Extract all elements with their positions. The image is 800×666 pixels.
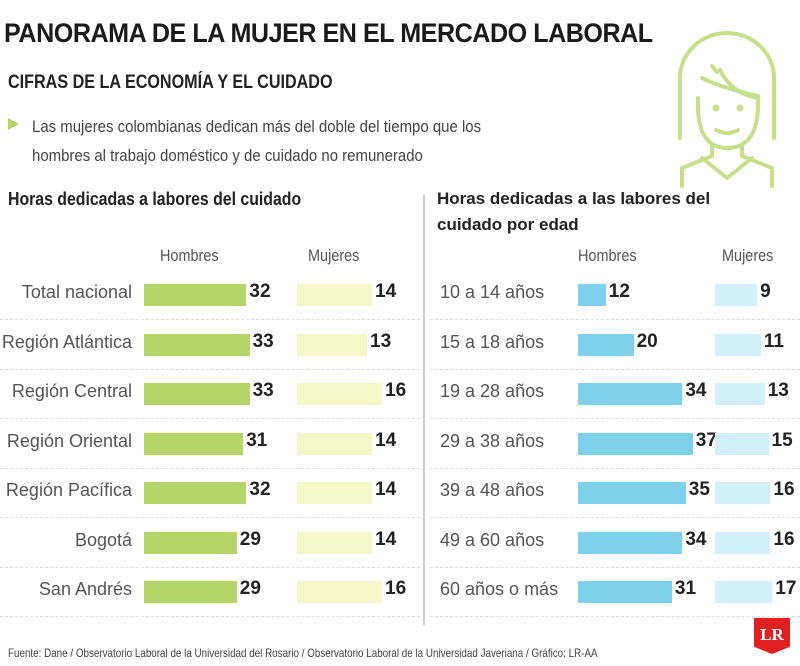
bar-hombres (144, 383, 250, 405)
category-label: 10 a 14 años (440, 282, 545, 302)
chart-row: 39 a 48 años 35 16 (430, 468, 800, 518)
category-label: 60 años o más (440, 579, 559, 599)
value-label: 34 (685, 528, 707, 550)
bar-mujeres (297, 333, 367, 356)
category-label: 19 a 28 años (440, 381, 545, 401)
right-legend-hombres: Hombres (578, 246, 637, 265)
category-label: 15 a 18 años (440, 331, 545, 352)
chart-row: 15 a 18 años 20 11 (430, 320, 800, 370)
right-chart-title: Horas dedicadas a las labores del cuidad… (437, 189, 711, 234)
left-legend-hombres: Hombres (160, 246, 219, 265)
value-label: 11 (763, 330, 784, 352)
value-label: 29 (239, 578, 261, 599)
category-label: Región Pacífica (5, 480, 132, 500)
bar-mujeres (297, 482, 372, 504)
category-label: Bogotá (74, 529, 132, 550)
chart-row: Región Central 33 16 (0, 369, 420, 419)
bar-hombres (144, 284, 247, 306)
bar-hombres (578, 482, 686, 504)
subtitle: CIFRAS DE LA ECONOMÍA Y EL CUIDADO (8, 72, 333, 93)
bar-mujeres (715, 432, 769, 455)
value-label: 34 (685, 380, 707, 401)
value-label: 37 (695, 429, 717, 451)
value-label: 20 (636, 330, 658, 352)
chart-row: San Andrés 29 16 (0, 567, 420, 617)
value-label: 33 (252, 380, 274, 401)
chart-row: Total nacional 32 14 (0, 270, 420, 320)
value-label: 14 (375, 528, 397, 550)
bar-hombres (144, 432, 244, 455)
value-label: 32 (249, 281, 271, 302)
divider (423, 195, 425, 625)
value-label: 35 (688, 479, 710, 500)
value-label: 9 (760, 281, 771, 302)
value-label: 14 (375, 479, 397, 500)
bar-hombres (578, 284, 606, 306)
bar-hombres (144, 581, 237, 603)
chart-row: 10 a 14 años 12 9 (430, 270, 800, 320)
category-label: 49 a 60 años (440, 529, 545, 550)
bar-mujeres (715, 383, 765, 405)
lr-logo: LR (754, 618, 790, 654)
chart-row: Región Atlántica 33 13 (0, 320, 420, 370)
chart-row: 29 a 38 años 37 15 (430, 419, 800, 469)
bar-mujeres (297, 581, 382, 603)
left-chart-title: Horas dedicadas a labores del cuidado (8, 189, 302, 209)
category-label: Región Oriental (6, 430, 132, 451)
category-label: Total nacional (21, 282, 132, 302)
bar-mujeres (715, 333, 761, 356)
value-label: 15 (771, 429, 793, 451)
value-label: 29 (239, 528, 261, 550)
description: Las mujeres colombianas dedican más del … (32, 117, 482, 165)
woman-icon (678, 31, 776, 188)
value-label: 17 (775, 578, 797, 599)
category-label: 29 a 38 años (440, 430, 545, 451)
value-label: 16 (385, 380, 407, 401)
bar-hombres (578, 333, 634, 356)
value-label: 14 (375, 429, 397, 451)
category-label: Región Atlántica (1, 331, 132, 352)
value-label: 16 (385, 578, 407, 599)
bar-hombres (578, 581, 672, 603)
category-label: Región Central (11, 381, 132, 401)
value-label: 13 (767, 380, 789, 401)
bar-mujeres (715, 482, 771, 504)
bar-hombres (144, 482, 247, 504)
value-label: 33 (252, 330, 274, 352)
value-label: 14 (375, 281, 397, 302)
chart-row: 49 a 60 años 34 16 (430, 518, 800, 568)
bar-hombres (144, 333, 250, 356)
bar-hombres (578, 531, 683, 554)
page-title: PANORAMA DE LA MUJER EN EL MERCADO LABOR… (4, 18, 653, 48)
bar-mujeres (297, 284, 372, 306)
value-label: 12 (608, 281, 630, 302)
bar-mujeres (297, 383, 382, 405)
bar-mujeres (297, 531, 372, 554)
chart-row: Bogotá 29 14 (0, 518, 420, 568)
bar-hombres (578, 432, 693, 455)
bar-hombres (144, 531, 237, 554)
source-footer: Fuente: Dane / Observatorio Laboral de l… (8, 646, 598, 660)
value-label: 31 (246, 429, 268, 451)
value-label: 32 (249, 479, 271, 500)
chart-row: 19 a 28 años 34 13 (430, 369, 800, 419)
bar-mujeres (715, 284, 758, 306)
value-label: 16 (773, 528, 795, 550)
bullet-triangle-icon (8, 118, 19, 130)
left-legend-mujeres: Mujeres (308, 246, 360, 265)
chart-row: 60 años o más 31 17 (430, 567, 800, 617)
bar-mujeres (715, 531, 771, 554)
value-label: 13 (370, 330, 392, 352)
bar-hombres (578, 383, 683, 405)
bar-mujeres (297, 432, 372, 455)
category-label: 39 a 48 años (440, 480, 545, 500)
value-label: 31 (674, 578, 697, 599)
value-label: 16 (773, 479, 795, 500)
chart-row: Región Oriental 31 14 (0, 419, 420, 469)
category-label: San Andrés (38, 579, 132, 599)
chart-row: Región Pacífica 32 14 (0, 468, 420, 518)
bar-mujeres (715, 581, 773, 603)
right-legend-mujeres: Mujeres (722, 246, 774, 265)
